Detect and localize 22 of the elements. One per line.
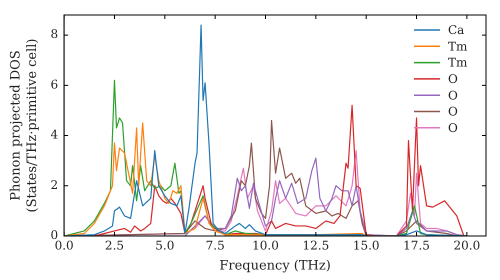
x-axis-title: Frequency (THz)	[219, 258, 331, 274]
x-tick-label: 17.5	[403, 238, 430, 252]
y-tick-label: 2	[50, 178, 58, 192]
y-tick-label: 8	[50, 27, 58, 42]
x-tick-label: 0.0	[54, 238, 74, 252]
legend-label: O	[448, 88, 458, 102]
legend-label: Ca	[448, 23, 464, 38]
y-axis-title: Phonon projected DOS (States/THz·primitive cell)	[8, 38, 40, 213]
x-tick-label: 12.5	[302, 238, 330, 252]
x-tick-label: 7.5	[206, 238, 225, 252]
x-tick-label: 15.0	[352, 238, 380, 252]
x-tick-label: 2.5	[104, 238, 124, 252]
legend-label: O	[448, 120, 458, 135]
legend-label: Tm	[448, 56, 468, 70]
y-tick-label: 6	[50, 77, 58, 92]
legend-label: O	[448, 104, 458, 119]
legend-label: O	[448, 72, 458, 86]
x-tick-label: 20.0	[454, 238, 480, 252]
legend-label: Tm	[448, 39, 468, 54]
y-tick-label: 4	[50, 128, 58, 142]
x-tick-label: 10.0	[252, 238, 279, 252]
x-tick-label: 5.0	[155, 238, 174, 252]
